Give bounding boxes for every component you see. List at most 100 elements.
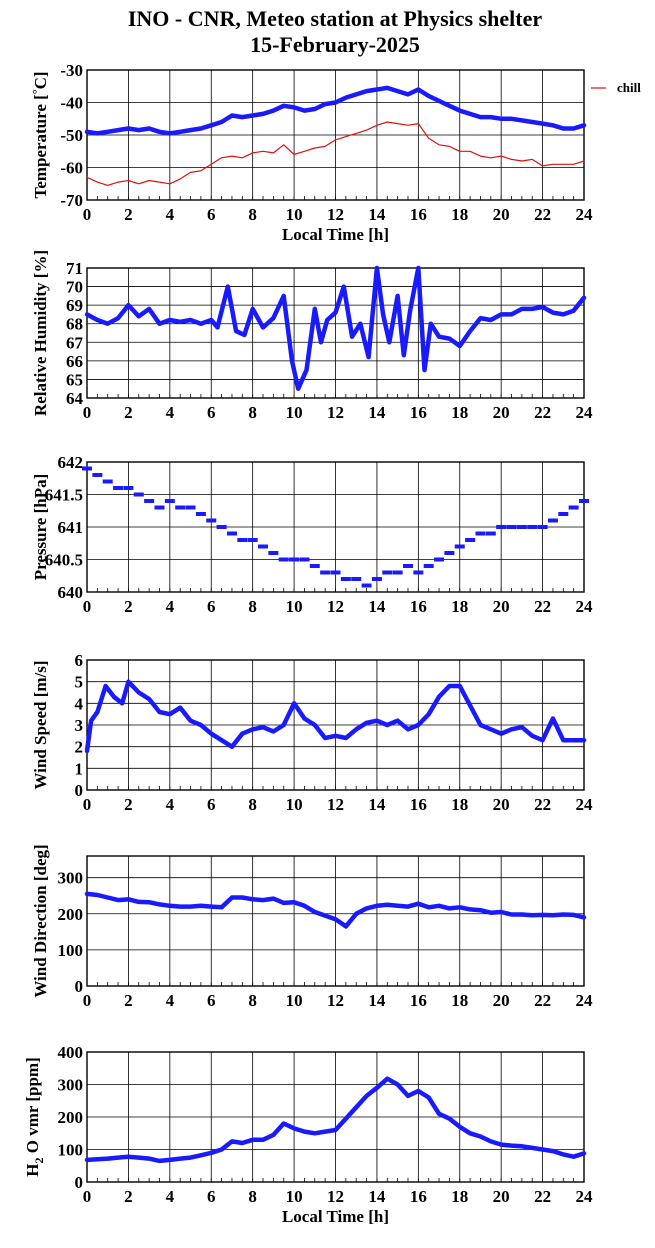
y-tick-label: 66 [66,352,83,371]
x-tick-label: 20 [493,795,510,814]
x-tick-label: 2 [124,1187,133,1206]
y-tick-label: 2 [75,738,84,757]
x-tick-label: 6 [207,991,216,1010]
x-tick-label: 0 [83,205,92,224]
x-tick-label: 10 [286,795,303,814]
x-tick-label: 4 [166,403,175,422]
x-tick-label: 8 [248,1187,257,1206]
pressure-point [113,486,124,490]
x-tick-label: 12 [327,205,344,224]
x-tick-label: 14 [368,403,386,422]
pressure-point [485,531,496,536]
pressure-point [154,505,165,510]
x-tick-label: 10 [286,403,303,422]
y-tick-label: 69 [66,296,83,315]
x-tick-label: 4 [166,597,175,616]
y-axis-label: Pressure [hPa] [31,474,50,581]
y-axis-label: Wind Direction [deg] [31,844,50,997]
x-tick-label: 12 [327,1187,344,1206]
x-tick-label: 18 [451,205,468,224]
x-tick-label: 22 [534,1187,551,1206]
x-tick-label: 4 [166,991,175,1010]
x-tick-label: 24 [576,403,594,422]
pressure-point [568,505,579,510]
y-tick-label: 0 [75,1173,84,1192]
plot-frame [86,855,585,987]
x-tick-label: 24 [576,795,594,814]
y-tick-label: 641 [58,518,84,537]
x-tick-label: 12 [327,597,344,616]
y-tick-label: 200 [58,1108,84,1127]
x-tick-label: 18 [451,991,468,1010]
x-tick-label: 4 [166,795,175,814]
y-axis-label: H2 O vmr [ppm] [23,1057,46,1177]
y-tick-label: 68 [66,315,83,334]
pressure-point [496,525,507,529]
y-tick-label: 6 [75,651,84,670]
y-tick-label: 1 [75,759,84,778]
y-tick-label: 5 [75,673,84,692]
pressure-point [434,557,445,562]
x-tick-label: 20 [493,1187,510,1206]
plot-frame [86,461,585,593]
x-tick-label: 14 [368,795,386,814]
pressure-point [278,557,289,562]
x-tick-label: 2 [124,205,133,224]
y-tick-label: 300 [58,869,84,888]
x-tick-label: 20 [493,403,510,422]
x-tick-label: 16 [410,597,427,616]
chill-series-line [86,121,585,186]
x-tick-label: 8 [248,205,257,224]
y-axis-label: Wind Speed [m/s] [31,660,50,789]
y-tick-label: 640 [58,583,84,602]
x-tick-label: 16 [410,991,427,1010]
pressure-point [361,583,372,588]
y-tick-label: -40 [60,94,83,113]
x-tick-label: 10 [286,991,303,1010]
x-tick-label: 0 [83,795,92,814]
y-tick-label: 641.5 [45,486,83,505]
pressure-point [516,525,527,529]
y-tick-label: 71 [66,259,83,278]
x-tick-label: 14 [368,991,386,1010]
y-tick-label: 64 [66,389,84,408]
y-tick-label: 67 [66,333,84,352]
x-tick-label: 24 [576,991,594,1010]
x-tick-label: 0 [83,1187,92,1206]
x-tick-label: 14 [368,205,386,224]
pressure-point [82,466,92,471]
data-series-line [84,891,587,929]
x-tick-label: 14 [368,1187,386,1206]
data-series-line [84,679,587,754]
y-axis-label: Relative Humidity [%] [31,250,50,416]
figure-title: INO - CNR, Meteo station at Physics shel… [128,6,542,31]
x-axis-label: Local Time [h] [282,1207,389,1226]
y-tick-label: 100 [58,1141,84,1160]
x-tick-label: 16 [410,205,427,224]
x-tick-label: 2 [124,597,133,616]
pressure-point [268,551,279,555]
x-tick-label: 4 [166,1187,175,1206]
x-tick-label: 6 [207,795,216,814]
x-tick-label: 0 [83,991,92,1010]
y-tick-label: 0 [75,977,84,996]
y-tick-label: 200 [58,905,84,924]
x-tick-label: 22 [534,991,551,1010]
legend-label: chill [617,80,641,95]
x-tick-label: 6 [207,205,216,224]
x-tick-label: 6 [207,403,216,422]
x-tick-label: 14 [368,597,386,616]
x-tick-label: 2 [124,403,133,422]
pressure-point [340,577,351,581]
y-tick-label: 640.5 [45,551,83,570]
x-tick-label: 8 [248,597,257,616]
x-tick-label: 20 [493,205,510,224]
pressure-point [226,531,237,536]
pressure-point [206,518,217,523]
pressure-point [195,512,206,516]
x-tick-label: 18 [451,1187,468,1206]
